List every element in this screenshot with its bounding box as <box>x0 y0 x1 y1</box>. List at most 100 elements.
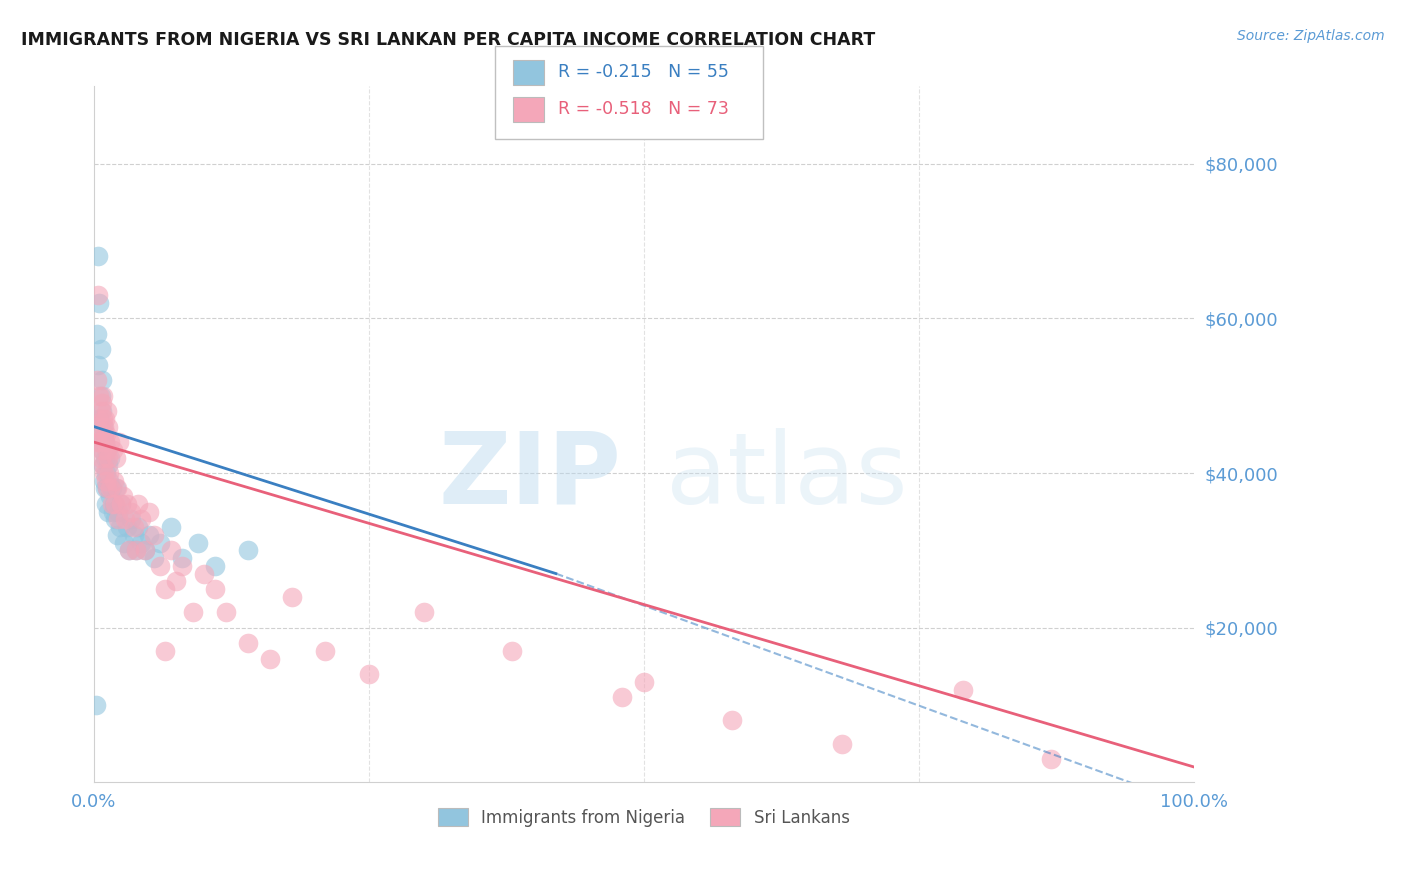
Point <box>112 535 135 549</box>
Point <box>86 373 108 387</box>
Point <box>89 412 111 426</box>
Point <box>281 590 304 604</box>
Point <box>107 512 129 526</box>
Point <box>94 412 117 426</box>
Point <box>170 551 193 566</box>
Point <box>103 497 125 511</box>
Point <box>120 512 142 526</box>
Point <box>89 343 111 357</box>
Point <box>103 474 125 488</box>
Point <box>165 574 187 589</box>
Point <box>93 474 115 488</box>
Point <box>105 528 128 542</box>
Point <box>104 450 127 465</box>
Point <box>94 450 117 465</box>
Point <box>100 435 122 450</box>
Point <box>134 543 156 558</box>
Point <box>143 551 166 566</box>
Point <box>120 505 142 519</box>
Point <box>181 605 204 619</box>
Point <box>107 505 129 519</box>
Text: IMMIGRANTS FROM NIGERIA VS SRI LANKAN PER CAPITA INCOME CORRELATION CHART: IMMIGRANTS FROM NIGERIA VS SRI LANKAN PE… <box>21 31 876 49</box>
Point <box>610 690 633 705</box>
Point <box>101 442 124 457</box>
Point <box>97 505 120 519</box>
Point <box>91 458 114 473</box>
Point <box>90 404 112 418</box>
Point <box>110 497 132 511</box>
Point <box>89 435 111 450</box>
Point <box>90 442 112 457</box>
Point <box>633 674 655 689</box>
Point <box>122 528 145 542</box>
Point <box>114 512 136 526</box>
Point <box>236 636 259 650</box>
Point <box>84 419 107 434</box>
Text: Source: ZipAtlas.com: Source: ZipAtlas.com <box>1237 29 1385 43</box>
Point <box>193 566 215 581</box>
Point <box>127 520 149 534</box>
Point <box>86 435 108 450</box>
Point <box>93 427 115 442</box>
Point <box>87 288 110 302</box>
Point <box>155 644 177 658</box>
Text: ZIP: ZIP <box>439 427 621 524</box>
Point <box>110 497 132 511</box>
Point <box>87 412 110 426</box>
Point <box>127 497 149 511</box>
Point <box>89 389 111 403</box>
Point <box>204 558 226 573</box>
Point <box>94 497 117 511</box>
Point <box>412 605 434 619</box>
Point <box>110 520 132 534</box>
Point <box>501 644 523 658</box>
Point <box>94 474 117 488</box>
Point <box>94 435 117 450</box>
Point <box>101 505 124 519</box>
Point <box>87 358 110 372</box>
Point <box>831 737 853 751</box>
Point <box>100 497 122 511</box>
Point <box>89 296 111 310</box>
Point <box>138 505 160 519</box>
Legend: Immigrants from Nigeria, Sri Lankans: Immigrants from Nigeria, Sri Lankans <box>432 801 856 833</box>
Point <box>314 644 336 658</box>
Point <box>104 497 127 511</box>
Point <box>96 442 118 457</box>
Point <box>357 667 380 681</box>
Point <box>149 535 172 549</box>
Point <box>98 466 121 480</box>
Point <box>105 482 128 496</box>
Point <box>1039 752 1062 766</box>
Point <box>90 373 112 387</box>
Point <box>115 520 138 534</box>
Point <box>115 497 138 511</box>
Point <box>108 435 131 450</box>
Point <box>94 427 117 442</box>
Point <box>129 512 152 526</box>
Point <box>84 698 107 712</box>
Point <box>160 543 183 558</box>
Point <box>129 535 152 549</box>
Point <box>100 450 122 465</box>
Point <box>138 528 160 542</box>
Text: R = -0.518   N = 73: R = -0.518 N = 73 <box>558 100 730 118</box>
Point <box>94 466 117 480</box>
Point <box>91 458 114 473</box>
Point <box>94 435 117 450</box>
Point <box>170 558 193 573</box>
Point <box>104 512 127 526</box>
Point <box>98 474 121 488</box>
Point <box>952 682 974 697</box>
Point <box>215 605 238 619</box>
Point <box>86 326 108 341</box>
Point <box>89 404 111 418</box>
Point <box>155 582 177 596</box>
Point <box>96 482 118 496</box>
Point <box>259 651 281 665</box>
Point <box>91 412 114 426</box>
Point <box>118 543 141 558</box>
Point <box>720 714 742 728</box>
Point <box>204 582 226 596</box>
Point <box>97 450 120 465</box>
